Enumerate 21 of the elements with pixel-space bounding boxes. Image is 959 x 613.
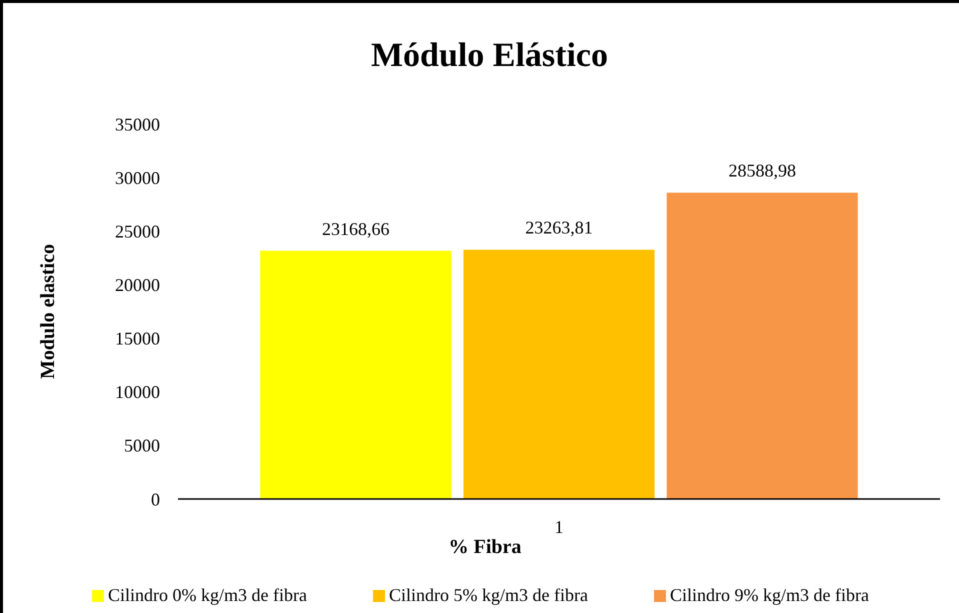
data-label: 23168,66 (322, 218, 390, 239)
legend-label: Cilindro 0% kg/m3 de fibra (108, 585, 307, 605)
y-tick-label: 20000 (115, 275, 160, 296)
data-label: 23263,81 (525, 218, 593, 238)
y-tick-label: 35000 (115, 114, 160, 134)
y-tick-label: 0 (151, 489, 160, 510)
bar (463, 250, 655, 499)
chart-title: Módulo Elástico (370, 37, 608, 74)
bar (260, 250, 452, 499)
x-tick-label: 1 (554, 517, 564, 537)
y-tick-label: 5000 (124, 436, 160, 456)
x-axis-title: % Fibra (448, 536, 522, 558)
y-tick-label: 15000 (115, 328, 160, 349)
y-tick-label: 25000 (115, 221, 160, 242)
y-tick-label: 10000 (115, 382, 160, 402)
y-axis-title: Modulo elastico (37, 244, 59, 379)
legend-label: Cilindro 9% kg/m3 de fibra (670, 585, 869, 605)
y-tick-label: 30000 (115, 168, 160, 188)
legend-label: Cilindro 5% kg/m3 de fibra (389, 585, 588, 605)
bar (666, 192, 858, 499)
data-label: 28588,98 (728, 160, 796, 181)
